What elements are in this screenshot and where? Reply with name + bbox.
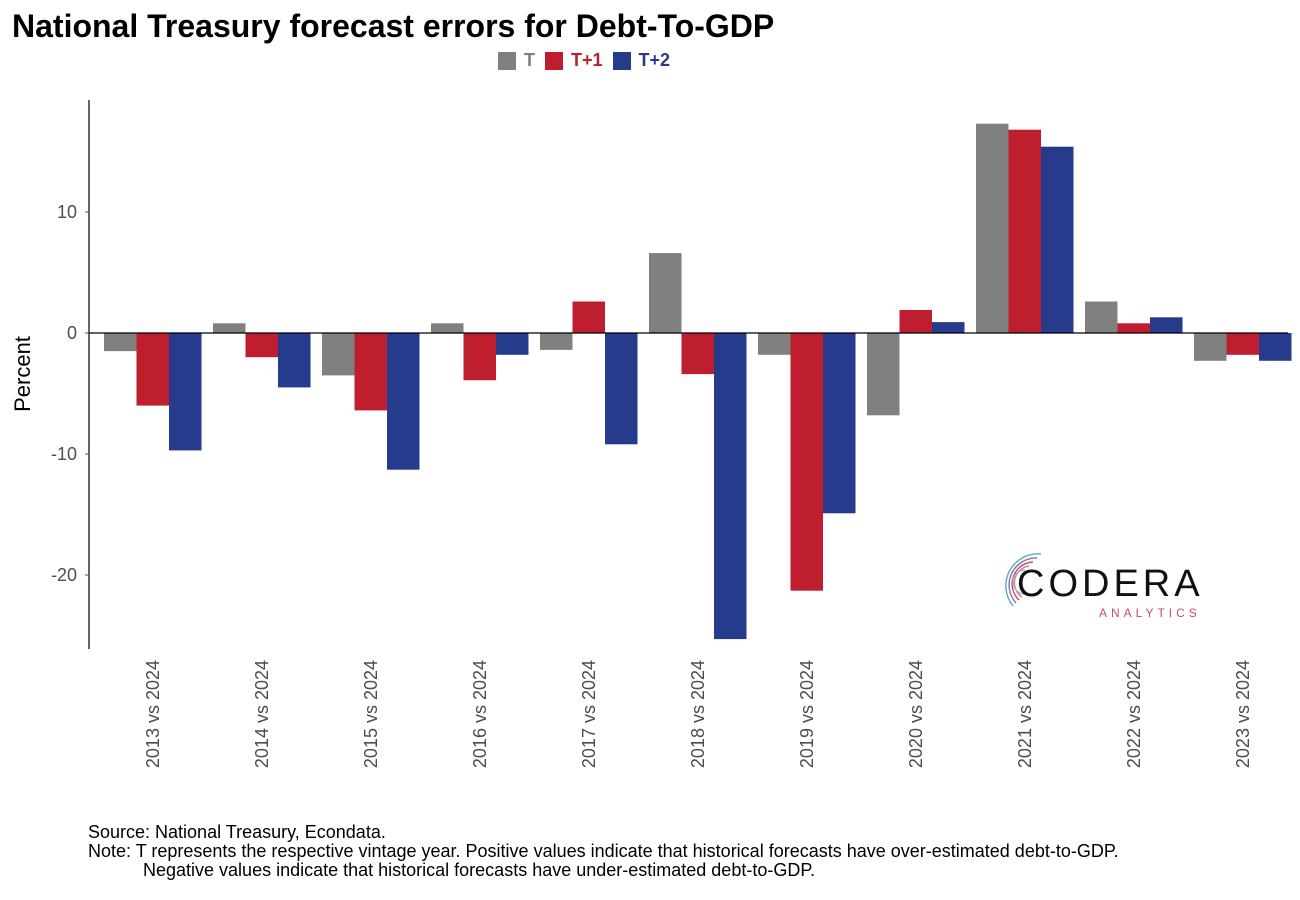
bar-tplus2-9 bbox=[1150, 317, 1183, 333]
y-axis-label: Percent bbox=[10, 336, 35, 412]
bar-tplus1-3 bbox=[463, 333, 496, 381]
x-tick-label-4: 2017 vs 2024 bbox=[579, 660, 599, 768]
bar-tplus1-6 bbox=[790, 333, 823, 591]
bar-tplus2-7 bbox=[932, 322, 965, 333]
bar-tplus1-1 bbox=[245, 333, 278, 358]
bar-t-2 bbox=[322, 333, 355, 376]
x-tick-label-0: 2013 vs 2024 bbox=[143, 660, 163, 768]
bar-t-0 bbox=[104, 333, 137, 352]
legend-swatch-t1 bbox=[545, 51, 563, 70]
bar-tplus2-2 bbox=[387, 333, 420, 470]
bar-tplus1-8 bbox=[1008, 129, 1041, 333]
bar-tplus1-4 bbox=[572, 301, 605, 333]
bar-t-5 bbox=[649, 253, 682, 333]
bar-tplus2-3 bbox=[496, 333, 529, 355]
x-tick-label-3: 2016 vs 2024 bbox=[470, 660, 490, 768]
bar-tplus1-10 bbox=[1226, 333, 1259, 355]
bar-t-3 bbox=[431, 323, 464, 333]
legend-item-t1: T+1 bbox=[545, 50, 603, 71]
bar-tplus2-10 bbox=[1259, 333, 1292, 361]
chart-title: National Treasury forecast errors for De… bbox=[12, 8, 775, 44]
bar-tplus1-0 bbox=[136, 333, 169, 406]
y-tick-label-3: 10 bbox=[57, 202, 77, 222]
y-tick-label-2: 0 bbox=[67, 323, 77, 343]
x-tick-label-7: 2020 vs 2024 bbox=[906, 660, 926, 768]
x-tick-label-5: 2018 vs 2024 bbox=[688, 660, 708, 768]
bar-tplus2-1 bbox=[278, 333, 311, 388]
bar-t-1 bbox=[213, 323, 246, 333]
codera-logo: CODERA ANALYTICS bbox=[1005, 553, 1204, 620]
legend-label-t: T bbox=[524, 50, 535, 70]
bar-t-8 bbox=[976, 123, 1009, 333]
bar-tplus2-5 bbox=[714, 333, 747, 640]
bar-tplus2-8 bbox=[1041, 146, 1074, 333]
bar-tplus1-7 bbox=[899, 310, 932, 333]
logo-arc-icon bbox=[1005, 553, 1042, 607]
x-tick-label-2: 2015 vs 2024 bbox=[361, 660, 381, 768]
logo-tagline: ANALYTICS bbox=[1099, 606, 1201, 620]
bar-tplus2-4 bbox=[605, 333, 638, 445]
legend-item-t2: T+2 bbox=[612, 50, 671, 71]
legend-label-t1: T+1 bbox=[571, 50, 603, 70]
footnote: Source: National Treasury, Econdata. Not… bbox=[88, 823, 1119, 880]
bar-tplus2-6 bbox=[823, 333, 856, 514]
x-tick-label-6: 2019 vs 2024 bbox=[797, 660, 817, 768]
bar-t-6 bbox=[758, 333, 791, 355]
logo-name: CODERA bbox=[1017, 563, 1204, 605]
x-tick-label-8: 2021 vs 2024 bbox=[1015, 660, 1035, 768]
note-line-1: Note: T represents the respective vintag… bbox=[88, 841, 1119, 861]
legend-swatch-t bbox=[498, 51, 516, 70]
bar-t-9 bbox=[1085, 301, 1118, 333]
source-note: Source: National Treasury, Econdata. bbox=[88, 822, 386, 842]
legend: T T+1 T+2 bbox=[498, 50, 670, 71]
bar-t-10 bbox=[1194, 333, 1227, 361]
legend-swatch-t2 bbox=[612, 51, 631, 70]
bar-t-4 bbox=[540, 333, 573, 350]
y-tick-label-0: -20 bbox=[51, 565, 77, 585]
bar-tplus1-9 bbox=[1117, 323, 1150, 333]
x-tick-label-1: 2014 vs 2024 bbox=[252, 660, 272, 768]
x-tick-label-10: 2023 vs 2024 bbox=[1233, 660, 1253, 768]
bar-tplus2-0 bbox=[169, 333, 202, 451]
bar-t-7 bbox=[867, 333, 900, 416]
bar-tplus1-5 bbox=[681, 333, 714, 375]
bar-tplus1-2 bbox=[354, 333, 387, 411]
x-tick-label-9: 2022 vs 2024 bbox=[1124, 660, 1144, 768]
legend-label-t2: T+2 bbox=[638, 50, 671, 70]
legend-item-t: T bbox=[498, 50, 535, 71]
y-tick-label-1: -10 bbox=[51, 444, 77, 464]
note-line-2: Negative values indicate that historical… bbox=[143, 860, 816, 880]
